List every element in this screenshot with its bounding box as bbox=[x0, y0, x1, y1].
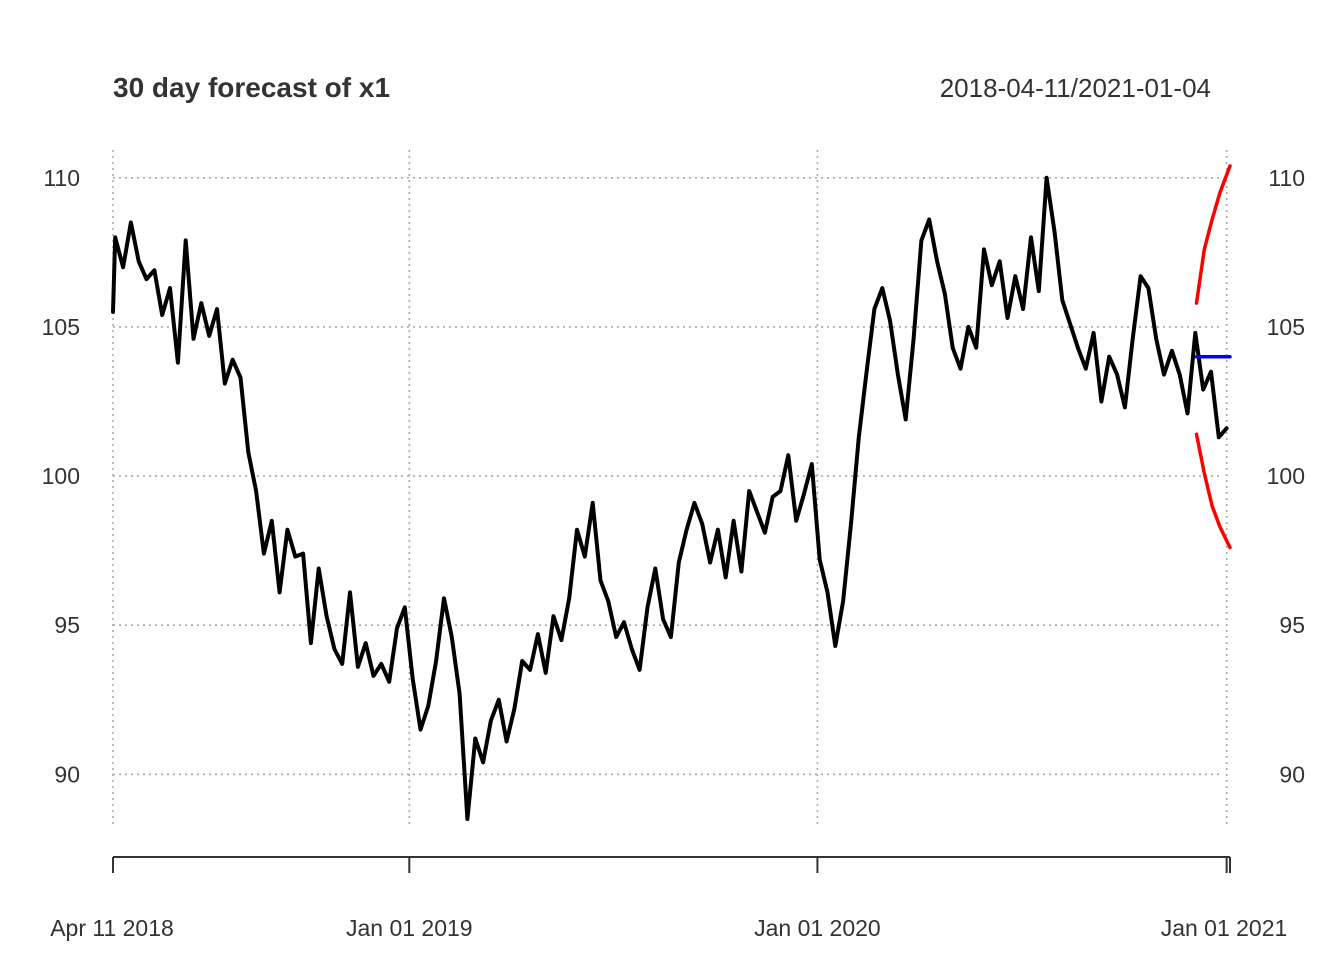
y-tick-label-right: 105 bbox=[1267, 314, 1305, 340]
series-line-forecast-upper bbox=[1194, 164, 1232, 305]
series-line-forecast-lower bbox=[1194, 432, 1232, 550]
x-axis-labels: Apr 11 2018 Jan 01 2019 Jan 01 2020 Jan 01 … bbox=[50, 915, 1287, 941]
y-tick-label-right: 110 bbox=[1268, 165, 1305, 191]
chart-title: 30 day forecast of x1 bbox=[113, 72, 390, 103]
x-tick-label: Jan 01 2019 bbox=[346, 915, 473, 941]
y-tick-label-left: 95 bbox=[54, 612, 80, 638]
y-axis-right-labels: 90 95 100 105 110 bbox=[1267, 165, 1305, 788]
y-tick-label-right: 95 bbox=[1279, 612, 1305, 638]
x-axis bbox=[112, 856, 1231, 873]
y-tick-label-right: 100 bbox=[1267, 463, 1305, 489]
grid-lines bbox=[112, 150, 1228, 825]
series-lines bbox=[111, 164, 1232, 821]
y-tick-label-left: 110 bbox=[43, 165, 80, 191]
x-tick-label: Jan 01 2020 bbox=[754, 915, 881, 941]
series-line-history bbox=[111, 175, 1229, 821]
y-tick-label-left: 105 bbox=[42, 314, 80, 340]
x-tick-label: Jan 01 2021 bbox=[1161, 915, 1288, 941]
y-tick-label-right: 90 bbox=[1279, 761, 1305, 787]
y-tick-label-left: 100 bbox=[42, 463, 80, 489]
y-tick-label-left: 90 bbox=[54, 761, 80, 787]
date-range-label: 2018-04-11/2021-01-04 bbox=[940, 73, 1211, 103]
y-axis-left-labels: 90 95 100 105 110 bbox=[42, 165, 80, 788]
x-tick-label: Apr 11 2018 bbox=[50, 915, 174, 941]
